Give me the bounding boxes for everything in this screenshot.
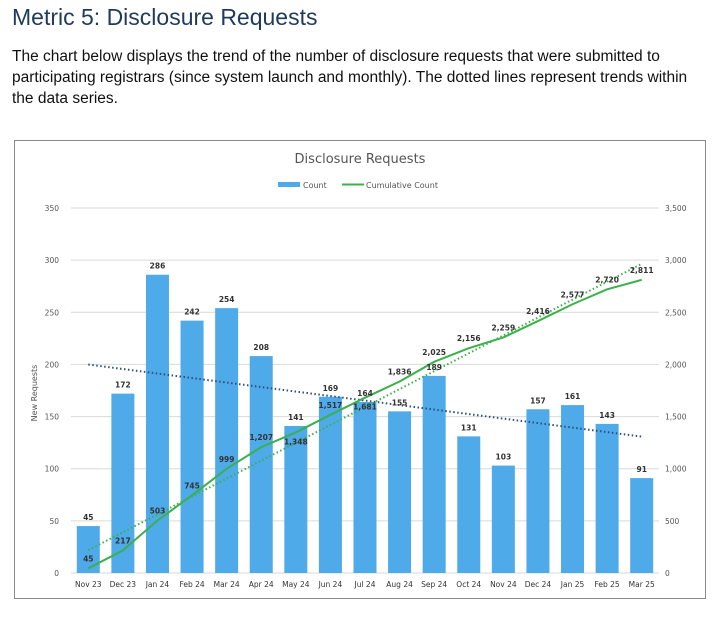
y-tick-label: 250 (45, 308, 60, 317)
count-data-label: 161 (565, 392, 581, 401)
bar-count (526, 409, 550, 573)
cumulative-data-label: 745 (184, 481, 200, 490)
bar-count (561, 405, 585, 573)
cumulative-data-label: 1,836 (388, 368, 412, 377)
y2-tick-label: 1,500 (665, 413, 687, 422)
cumulative-data-label: 1,348 (284, 437, 308, 446)
y2-tick-label: 3,500 (665, 204, 687, 213)
y-tick-label: 350 (45, 204, 60, 213)
x-tick-label: Feb 25 (595, 580, 620, 589)
bar-count (353, 401, 377, 573)
cumulative-data-label: 2,720 (595, 275, 619, 284)
x-tick-label: Dec 24 (525, 580, 552, 589)
legend-count-swatch (278, 182, 300, 187)
count-data-label: 141 (288, 413, 304, 422)
x-tick-label: Jan 25 (560, 580, 585, 589)
count-data-label: 91 (636, 465, 646, 474)
x-tick-label: May 24 (282, 580, 310, 589)
count-trendline (88, 363, 642, 438)
cumulative-data-label: 217 (115, 536, 131, 545)
cumulative-data-label: 503 (150, 507, 166, 516)
count-data-label: 208 (253, 343, 269, 352)
bar-count (111, 393, 135, 573)
count-data-label: 286 (150, 262, 166, 271)
cumulative-data-label: 2,811 (630, 266, 654, 275)
x-tick-label: Jan 24 (145, 580, 170, 589)
chart: Disclosure Requests Count Cumulative Cou… (30, 152, 687, 589)
y-tick-label: 300 (45, 256, 60, 265)
y2-tick-label: 3,000 (665, 256, 687, 265)
y2-tick-label: 2,500 (665, 308, 687, 317)
count-data-label: 103 (496, 453, 512, 462)
count-data-label: 45 (83, 513, 93, 522)
count-data-label: 155 (392, 398, 408, 407)
bar-count (388, 411, 412, 573)
bar-count (491, 465, 515, 573)
x-tick-label: Nov 23 (75, 580, 102, 589)
y-tick-label: 50 (49, 517, 59, 526)
bar-count (422, 375, 446, 573)
cumulative-line (87, 278, 642, 570)
bar-count (215, 308, 239, 573)
y2-tick-label: 0 (665, 569, 670, 578)
bar-count (457, 436, 481, 573)
x-tick-label: Sep 24 (421, 580, 447, 589)
y-tick-label: 200 (45, 360, 60, 369)
count-data-label: 164 (357, 389, 373, 398)
x-tick-label: Jun 24 (318, 580, 343, 589)
y-axis-label: New Requests (30, 365, 39, 422)
bar-count (595, 423, 619, 573)
count-data-label: 254 (219, 295, 235, 304)
x-tick-label: Nov 24 (490, 580, 517, 589)
legend-count-label: Count (303, 181, 327, 190)
bar-count (284, 425, 308, 573)
cumulative-data-label: 2,577 (561, 290, 585, 299)
bar-count (318, 396, 342, 573)
count-data-label: 157 (530, 396, 546, 405)
x-tick-label: Jul 24 (354, 580, 376, 589)
cumulative-data-label: 1,681 (353, 403, 377, 412)
y2-tick-label: 2,000 (665, 360, 687, 369)
x-tick-label: Dec 23 (110, 580, 137, 589)
x-tick-label: Oct 24 (456, 580, 481, 589)
y-tick-label: 150 (45, 413, 60, 422)
y2-tick-label: 500 (665, 517, 680, 526)
count-data-label: 172 (115, 381, 131, 390)
x-tick-label: Aug 24 (386, 580, 413, 589)
chart-container: Disclosure Requests Count Cumulative Cou… (14, 140, 706, 599)
count-data-label: 189 (426, 363, 442, 372)
x-tick-label: Mar 25 (629, 580, 655, 589)
cumulative-data-label: 1,207 (249, 433, 273, 442)
x-tick-label: Mar 24 (214, 580, 240, 589)
bar-count (249, 356, 273, 573)
bar-count (180, 320, 204, 573)
count-data-label: 242 (184, 308, 200, 317)
legend-cumulative-label: Cumulative Count (366, 181, 438, 190)
y2-tick-label: 1,000 (665, 465, 687, 474)
count-data-label: 131 (461, 423, 477, 432)
page-title: Metric 5: Disclosure Requests (12, 4, 318, 30)
y-tick-label: 100 (45, 465, 60, 474)
cumulative-data-label: 2,025 (422, 348, 446, 357)
count-data-label: 143 (599, 411, 615, 420)
cumulative-data-label: 2,259 (491, 323, 515, 332)
description: The chart below displays the trend of th… (12, 48, 688, 107)
count-data-label: 169 (323, 384, 339, 393)
cumulative-data-label: 2,156 (457, 334, 481, 343)
bar-count (145, 274, 169, 573)
bar-count (630, 478, 654, 573)
y-tick-label: 0 (54, 569, 59, 578)
cumulative-data-label: 999 (219, 455, 235, 464)
x-tick-label: Apr 24 (249, 580, 274, 589)
cumulative-data-label: 1,517 (319, 401, 343, 410)
cumulative-data-label: 45 (83, 554, 93, 563)
x-tick-label: Feb 24 (179, 580, 204, 589)
cumulative-data-label: 2,416 (526, 307, 550, 316)
chart-title: Disclosure Requests (295, 152, 426, 167)
